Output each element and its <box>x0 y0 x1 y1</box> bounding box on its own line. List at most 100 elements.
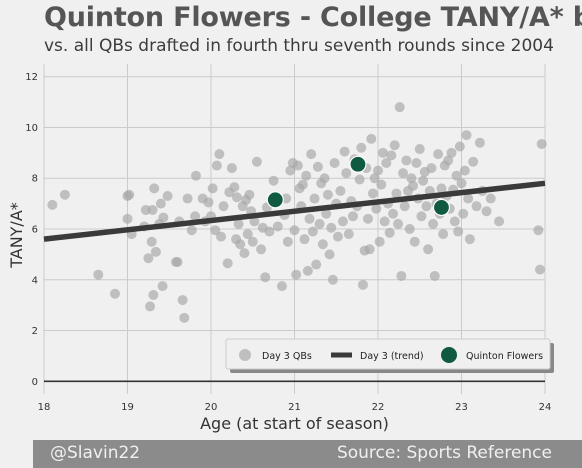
data-point <box>463 193 474 204</box>
data-point <box>264 226 275 237</box>
data-point <box>366 133 377 144</box>
data-point <box>146 236 157 247</box>
data-point <box>421 201 432 212</box>
data-point <box>226 163 237 174</box>
data-point <box>396 270 407 281</box>
data-point <box>247 236 258 247</box>
data-point <box>339 146 350 157</box>
data-point <box>459 165 470 176</box>
data-point <box>388 208 399 219</box>
data-point <box>373 165 383 176</box>
data-point <box>454 141 465 152</box>
data-point <box>335 185 346 196</box>
data-point <box>449 216 460 227</box>
data-point <box>429 270 440 281</box>
y-tick-label: 4 <box>32 275 38 286</box>
data-point <box>307 226 318 237</box>
data-point <box>186 225 197 236</box>
data-point <box>354 174 365 185</box>
data-point <box>216 231 227 242</box>
legend-label: Day 3 (trend) <box>360 351 424 362</box>
data-point <box>371 203 382 214</box>
data-point <box>378 147 389 158</box>
data-point <box>332 231 343 242</box>
data-point <box>398 168 409 179</box>
x-tick-label: 20 <box>205 402 218 413</box>
data-point <box>494 216 505 227</box>
data-point <box>347 211 358 222</box>
x-tick-label: 18 <box>38 402 51 413</box>
data-point <box>306 149 317 160</box>
data-point <box>451 170 462 181</box>
legend-label: Quinton Flowers <box>466 351 543 362</box>
footer-bar: @Slavin22 Source: Sports Reference <box>33 440 582 468</box>
data-point <box>414 144 425 155</box>
data-point <box>229 182 240 193</box>
data-point <box>362 213 373 224</box>
data-point <box>443 155 454 166</box>
x-tick-label: 21 <box>288 402 301 413</box>
data-point <box>533 225 544 236</box>
highlight-point <box>266 191 284 209</box>
data-point <box>458 208 469 219</box>
data-point <box>93 269 104 280</box>
data-point <box>162 191 173 201</box>
data-point <box>367 188 378 199</box>
data-point <box>418 175 429 186</box>
data-point <box>464 234 475 245</box>
data-point <box>408 180 419 191</box>
data-point <box>481 206 492 217</box>
data-point <box>242 229 253 240</box>
data-point <box>291 269 302 280</box>
data-point <box>272 221 283 232</box>
data-point <box>376 179 387 190</box>
data-point <box>327 274 338 285</box>
data-point <box>47 199 58 210</box>
data-point <box>356 142 367 153</box>
data-point <box>314 218 325 229</box>
highlight-point <box>432 198 451 217</box>
data-point <box>235 239 246 250</box>
data-point <box>299 234 310 245</box>
data-point <box>190 211 201 222</box>
legend-label: Day 3 QBs <box>262 351 312 362</box>
data-point <box>150 246 161 257</box>
data-point <box>416 211 427 222</box>
data-point <box>249 216 260 227</box>
data-point <box>536 138 547 149</box>
data-point <box>122 213 133 224</box>
data-point <box>379 216 390 227</box>
data-point <box>222 258 233 269</box>
data-point <box>401 155 412 166</box>
data-point <box>302 265 313 276</box>
data-point <box>317 239 328 250</box>
data-point <box>292 160 303 171</box>
y-tick-label: 12 <box>25 72 38 83</box>
data-point <box>207 183 218 194</box>
data-point <box>211 160 222 171</box>
data-point <box>239 248 250 259</box>
data-point <box>399 201 410 212</box>
data-point <box>433 149 444 160</box>
data-point <box>214 149 225 160</box>
y-tick-label: 10 <box>25 123 38 134</box>
data-point <box>438 229 449 240</box>
y-tick-label: 2 <box>32 326 38 337</box>
data-point <box>182 193 193 204</box>
data-point <box>534 264 545 275</box>
data-point <box>369 173 380 184</box>
x-axis-label: Age (at start of season) <box>200 414 389 433</box>
data-point <box>319 173 330 184</box>
data-point <box>423 244 434 255</box>
data-point <box>260 272 271 283</box>
data-point <box>268 175 279 186</box>
data-point <box>389 140 400 151</box>
data-point <box>59 189 70 200</box>
data-point <box>148 290 159 300</box>
data-point <box>109 288 120 299</box>
legend-box <box>225 338 551 370</box>
data-point <box>190 170 201 181</box>
data-point <box>301 170 312 181</box>
data-point <box>468 156 479 167</box>
